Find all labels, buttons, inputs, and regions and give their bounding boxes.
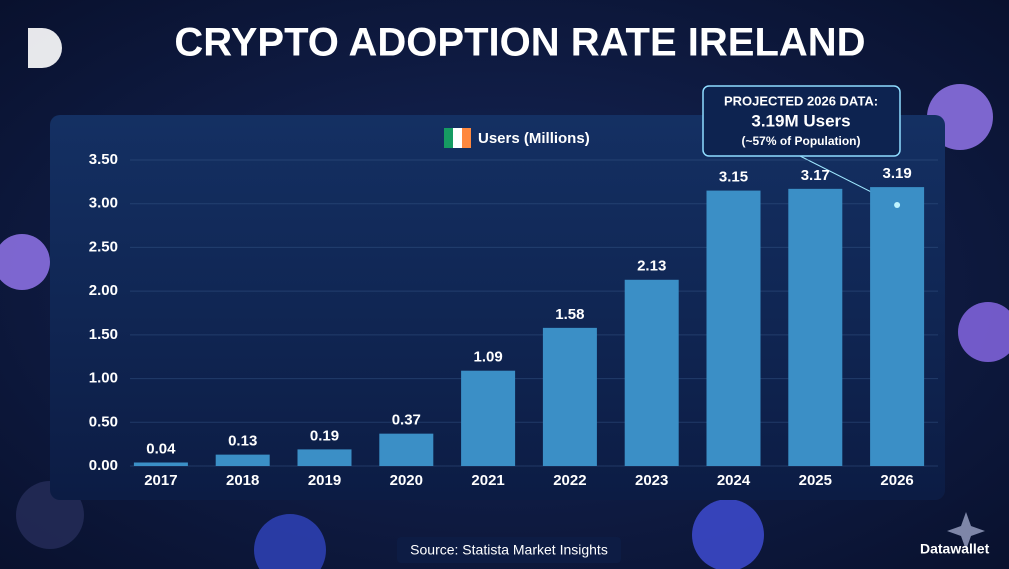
annotation-value: 3.19M Users: [751, 111, 850, 130]
value-label: 3.15: [719, 169, 748, 186]
y-tick-label: 3.50: [89, 151, 118, 168]
y-tick-label: 2.00: [89, 282, 118, 299]
legend-label: Users (Millions): [478, 130, 590, 147]
x-tick-label: 2019: [308, 472, 341, 489]
annotation-title: PROJECTED 2026 DATA:: [724, 93, 878, 108]
legend-flag: [453, 128, 462, 148]
y-tick-label: 0.00: [89, 457, 118, 474]
value-label: 1.58: [555, 306, 584, 323]
value-label: 2.13: [637, 258, 666, 275]
bar: [788, 188, 843, 466]
x-tick-label: 2023: [635, 472, 668, 489]
value-label: 0.19: [310, 427, 339, 444]
chart-title: CRYPTO ADOPTION RATE IRELAND: [174, 21, 865, 65]
x-tick-label: 2021: [471, 472, 504, 489]
brand: Datawallet: [920, 541, 990, 557]
bar: [297, 449, 352, 466]
x-tick-label: 2018: [226, 472, 259, 489]
highlight-dot: [894, 202, 901, 208]
bar: [542, 327, 597, 466]
y-tick-label: 1.00: [89, 370, 118, 387]
annotation: PROJECTED 2026 DATA: 3.19M Users (~57% o…: [702, 85, 901, 206]
legend: Users (Millions): [444, 128, 590, 148]
bar: [133, 462, 188, 466]
annotation-note: (~57% of Population): [741, 134, 860, 148]
y-tick-label: 3.00: [89, 195, 118, 212]
y-tick-label: 2.50: [89, 238, 118, 255]
x-tick-label: 2017: [144, 472, 177, 489]
x-tick-label: 2024: [717, 472, 751, 489]
bar: [624, 279, 679, 466]
source-box: [397, 537, 621, 563]
value-label: 0.13: [228, 433, 257, 450]
bar: [870, 187, 925, 467]
value-label: 3.17: [801, 167, 830, 184]
x-tick-label: 2026: [880, 472, 913, 489]
y-tick-label: 1.50: [89, 326, 118, 343]
bar: [215, 454, 270, 466]
value-label: 0.37: [392, 412, 421, 429]
x-tick-label: 2022: [553, 472, 586, 489]
source: Source: Statista Market Insights: [410, 542, 608, 558]
bar: [461, 370, 516, 466]
legend-flag: [462, 128, 471, 148]
value-label: 0.04: [146, 440, 176, 457]
legend-flag: [444, 128, 453, 148]
value-label: 1.09: [473, 349, 502, 366]
y-tick-label: 0.50: [89, 413, 118, 430]
value-label: 3.19: [882, 165, 911, 182]
x-tick-label: 2025: [799, 472, 832, 489]
bar: [379, 433, 434, 466]
decor: [0, 28, 1009, 569]
bar: [706, 190, 761, 466]
annotation-box: [702, 85, 901, 157]
x-tick-label: 2020: [390, 472, 423, 489]
